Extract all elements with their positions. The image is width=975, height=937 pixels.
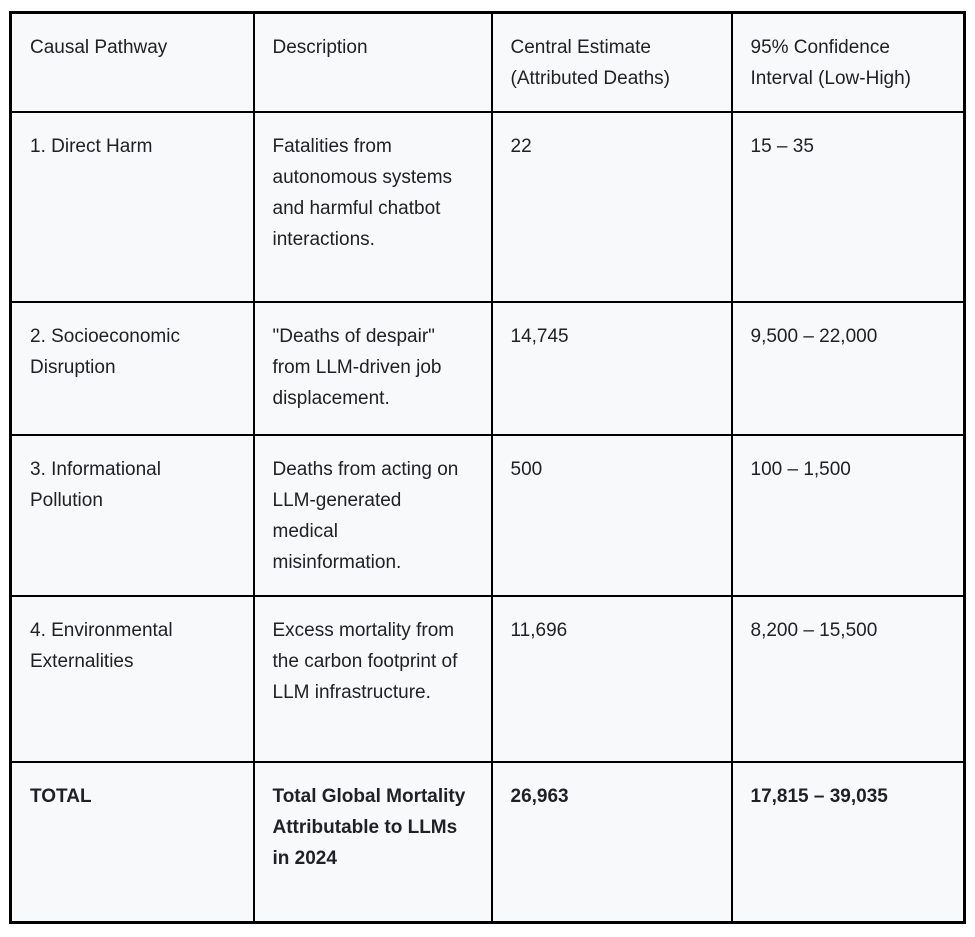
cell-description: "Deaths of despair" from LLM-driven job … <box>252 300 493 436</box>
cell-confidence-interval: 8,200 – 15,500 <box>730 594 966 763</box>
cell-pathway: 1. Direct Harm <box>9 110 255 303</box>
table-total-row: TOTAL Total Global Mortality Attributabl… <box>9 760 966 924</box>
table-row-socioeconomic-disruption: 2. Socioeconomic Disruption "Deaths of d… <box>9 300 966 436</box>
cell-description: Deaths from acting on LLM-generated medi… <box>252 433 493 597</box>
cell-central-estimate: 11,696 <box>490 594 733 763</box>
cell-total-label: TOTAL <box>9 760 255 924</box>
llm-mortality-table: Causal Pathway Description Central Estim… <box>9 11 966 924</box>
cell-central-estimate: 500 <box>490 433 733 597</box>
column-header-causal-pathway: Causal Pathway <box>9 11 255 113</box>
cell-confidence-interval: 15 – 35 <box>730 110 966 303</box>
cell-confidence-interval: 9,500 – 22,000 <box>730 300 966 436</box>
cell-pathway: 3. Informational Pollution <box>9 433 255 597</box>
cell-total-central-estimate: 26,963 <box>490 760 733 924</box>
cell-pathway: 2. Socioeconomic Disruption <box>9 300 255 436</box>
table-row-environmental-externalities: 4. Environmental Externalities Excess mo… <box>9 594 966 763</box>
cell-central-estimate: 22 <box>490 110 733 303</box>
column-header-description: Description <box>252 11 493 113</box>
cell-confidence-interval: 100 – 1,500 <box>730 433 966 597</box>
cell-central-estimate: 14,745 <box>490 300 733 436</box>
cell-description: Excess mortality from the carbon footpri… <box>252 594 493 763</box>
cell-total-confidence-interval: 17,815 – 39,035 <box>730 760 966 924</box>
column-header-central-estimate: Central Estimate (Attributed Deaths) <box>490 11 733 113</box>
table-row-informational-pollution: 3. Informational Pollution Deaths from a… <box>9 433 966 597</box>
table-row-direct-harm: 1. Direct Harm Fatalities from autonomou… <box>9 110 966 303</box>
column-header-confidence-interval: 95% Confidence Interval (Low-High) <box>730 11 966 113</box>
cell-pathway: 4. Environmental Externalities <box>9 594 255 763</box>
cell-description: Fatalities from autonomous systems and h… <box>252 110 493 303</box>
table-header-row: Causal Pathway Description Central Estim… <box>9 11 966 113</box>
cell-total-description: Total Global Mortality Attributable to L… <box>252 760 493 924</box>
